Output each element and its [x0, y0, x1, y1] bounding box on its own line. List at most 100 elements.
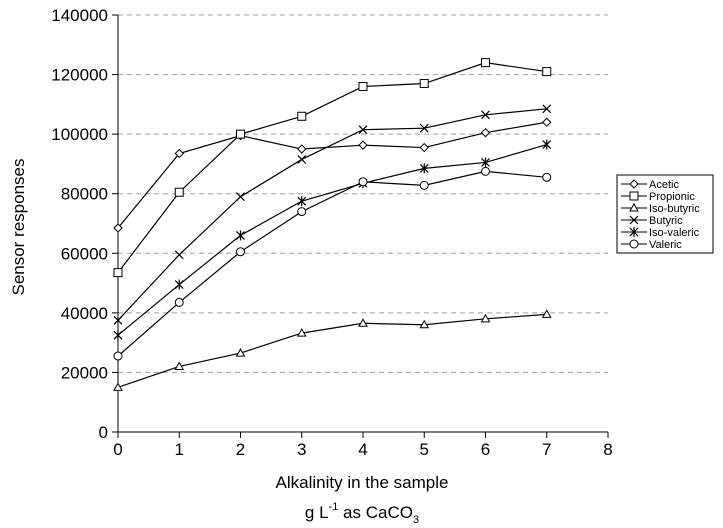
data-point-2-7 [541, 309, 552, 318]
series-4 [113, 139, 552, 341]
legend-marker-3 [629, 215, 639, 225]
data-point-0-3 [297, 144, 307, 154]
x-axis-unit-sub: 3 [413, 514, 419, 526]
y-tick-label-5: 100000 [51, 125, 108, 144]
legend-marker-1 [629, 191, 639, 201]
series-line-5 [117, 170, 547, 357]
x-axis-title: Alkalinity in the sample [276, 473, 449, 492]
tick-labels: 0 20000 40000 60000 80000 100000 120000 140000 0… [51, 6, 612, 459]
data-point-1-7 [542, 67, 552, 77]
data-point-5-0 [113, 351, 123, 361]
y-tick-label-6: 120000 [51, 66, 108, 85]
data-point-1-0 [113, 268, 123, 278]
data-point-4-3 [297, 196, 307, 207]
series-line-3 [117, 108, 547, 321]
data-point-2-4 [358, 318, 368, 327]
y-tick-label-2: 40000 [61, 304, 108, 323]
y-tick-label-4: 80000 [61, 185, 108, 204]
x-tick-label-7: 7 [542, 440, 551, 459]
y-tick-label-1: 20000 [61, 363, 108, 382]
legend-label-1: Propionic [649, 191, 695, 203]
x-tick-label-1: 1 [175, 440, 184, 459]
data-point-0-0 [113, 223, 123, 233]
legend-marker-4 [629, 227, 639, 237]
data-point-5-5 [419, 180, 429, 190]
y-tick-label-3: 60000 [61, 244, 108, 263]
data-point-4-5 [419, 163, 429, 174]
x-tick-label-5: 5 [420, 440, 429, 459]
data-point-4-6 [481, 157, 490, 168]
legend-label-2: Iso-butyric [649, 203, 700, 215]
data-point-1-1 [174, 187, 184, 197]
data-point-4-7 [542, 139, 552, 150]
data-point-3-3 [297, 155, 307, 164]
legend-marker-0 [629, 179, 639, 189]
x-tick-label-8: 8 [603, 440, 612, 459]
x-axis-title-line2: g L-1 as CaCO3 [305, 501, 419, 526]
series-0 [113, 117, 552, 233]
data-point-2-0 [113, 382, 123, 391]
x-axis-unit-sup: -1 [329, 501, 339, 513]
data-point-3-5 [419, 123, 429, 133]
data-point-0-1 [174, 148, 184, 159]
x-tick-label-3: 3 [297, 440, 306, 459]
legend: AceticPropionicIso-butyricButyricIso-val… [616, 174, 714, 254]
series-line-4 [117, 143, 547, 336]
y-tick-label-0: 0 [99, 423, 108, 442]
y-tick-label-7: 140000 [51, 6, 108, 25]
legend-label-5: Valeric [649, 239, 682, 251]
data-point-2-2 [235, 348, 246, 357]
series-group [113, 58, 552, 391]
gridlines [118, 14, 608, 373]
series-line-2 [117, 313, 547, 388]
y-axis-title: Sensor responses [9, 158, 28, 295]
data-point-1-4 [358, 81, 368, 91]
series-line-0 [117, 121, 547, 229]
data-point-5-3 [297, 207, 307, 217]
data-point-3-2 [236, 192, 245, 202]
data-point-2-1 [174, 361, 185, 370]
data-point-5-6 [481, 166, 490, 176]
data-point-1-5 [419, 79, 429, 89]
x-tick-label-2: 2 [236, 440, 245, 459]
x-tick-label-6: 6 [481, 440, 490, 459]
data-point-0-4 [358, 140, 368, 150]
axes [112, 14, 609, 438]
data-point-4-2 [236, 230, 245, 241]
legend-marker-5 [629, 239, 639, 249]
legend-label-3: Butyric [649, 215, 683, 227]
data-point-2-5 [419, 319, 430, 329]
data-point-4-1 [174, 279, 184, 290]
data-point-0-7 [542, 117, 552, 127]
data-point-2-6 [480, 313, 491, 323]
series-line-1 [117, 62, 547, 274]
legend-marker-2 [629, 202, 639, 212]
series-2 [113, 309, 552, 391]
data-point-4-0 [113, 330, 123, 341]
legend-label-4: Iso-valeric [649, 227, 700, 239]
data-point-3-0 [113, 315, 123, 325]
data-point-3-1 [174, 250, 184, 260]
data-point-0-5 [419, 142, 429, 153]
x-tick-label-0: 0 [113, 440, 122, 459]
x-tick-label-4: 4 [358, 440, 367, 459]
series-1 [113, 58, 552, 278]
data-point-3-6 [481, 110, 490, 120]
data-point-3-7 [542, 104, 552, 114]
data-point-3-4 [358, 125, 368, 135]
series-3 [113, 104, 552, 325]
x-axis-unit-prefix: g L [305, 503, 329, 522]
data-point-5-7 [542, 172, 552, 182]
data-point-1-6 [481, 58, 490, 68]
data-point-5-2 [236, 247, 245, 257]
legend-label-0: Acetic [649, 179, 679, 191]
data-point-1-2 [236, 129, 245, 139]
data-point-0-6 [480, 127, 491, 138]
x-axis-unit-middle: as CaCO [338, 503, 413, 522]
series-5 [113, 166, 552, 361]
data-point-5-4 [358, 177, 368, 187]
data-point-5-1 [174, 297, 184, 307]
data-point-1-3 [297, 111, 307, 121]
data-point-2-3 [296, 328, 307, 337]
